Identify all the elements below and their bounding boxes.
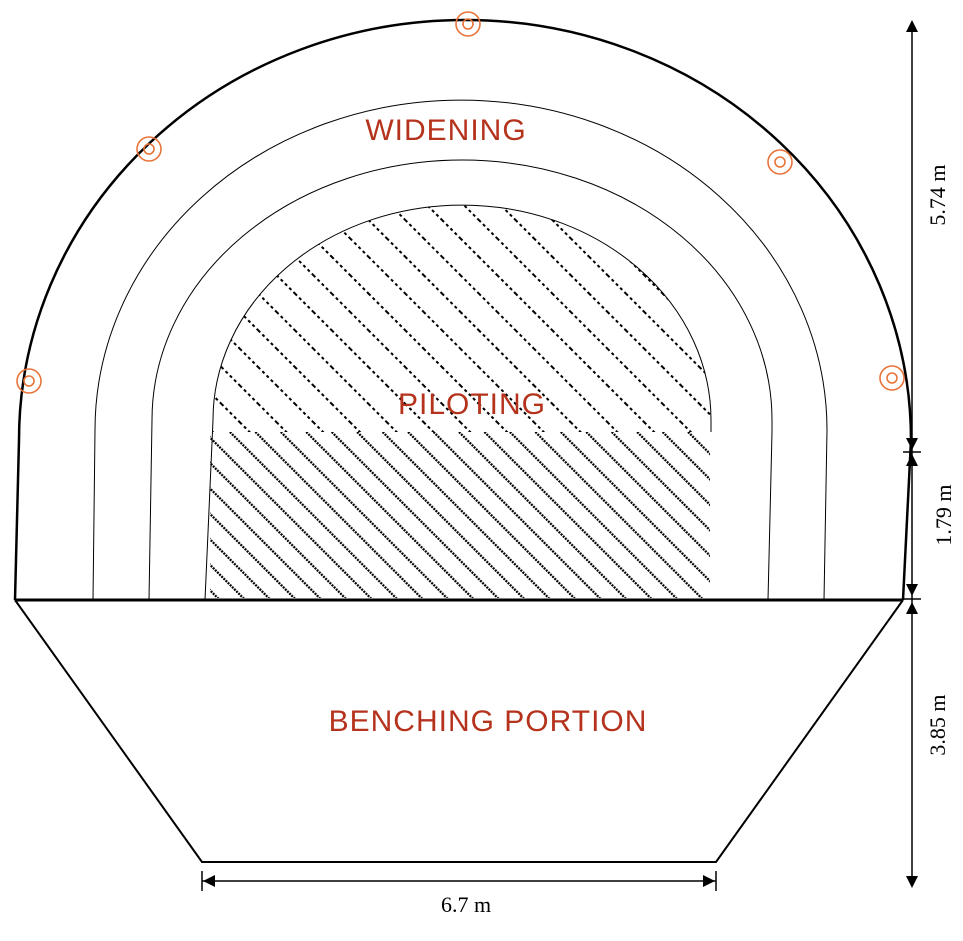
piloting-lower-hatch [210,432,710,598]
bottom-width-dimension: 6.7 m [441,892,491,917]
survey-point-icon [879,365,905,391]
benching-portion-outline [14,599,904,863]
wall-height-dimension: 1.79 m [931,484,956,545]
survey-point-icon [455,11,481,37]
piloting-label: PILOTING [398,388,546,421]
widening-middle-ring [92,99,828,601]
crown-height-dimension: 5.74 m [925,164,950,225]
survey-point-icon [16,368,42,394]
widening-inner-ring [148,159,773,601]
bench-depth-dimension: 3.85 m [925,694,950,755]
survey-point-icon [767,149,793,175]
benching-portion-label: BENCHING PORTION [329,705,648,738]
survey-point-icon [136,136,162,162]
piloting-arch-outline [204,204,712,601]
horizontal-dimension-line [201,871,717,891]
vertical-dimension-line [903,20,921,888]
widening-label: WIDENING [365,114,526,147]
